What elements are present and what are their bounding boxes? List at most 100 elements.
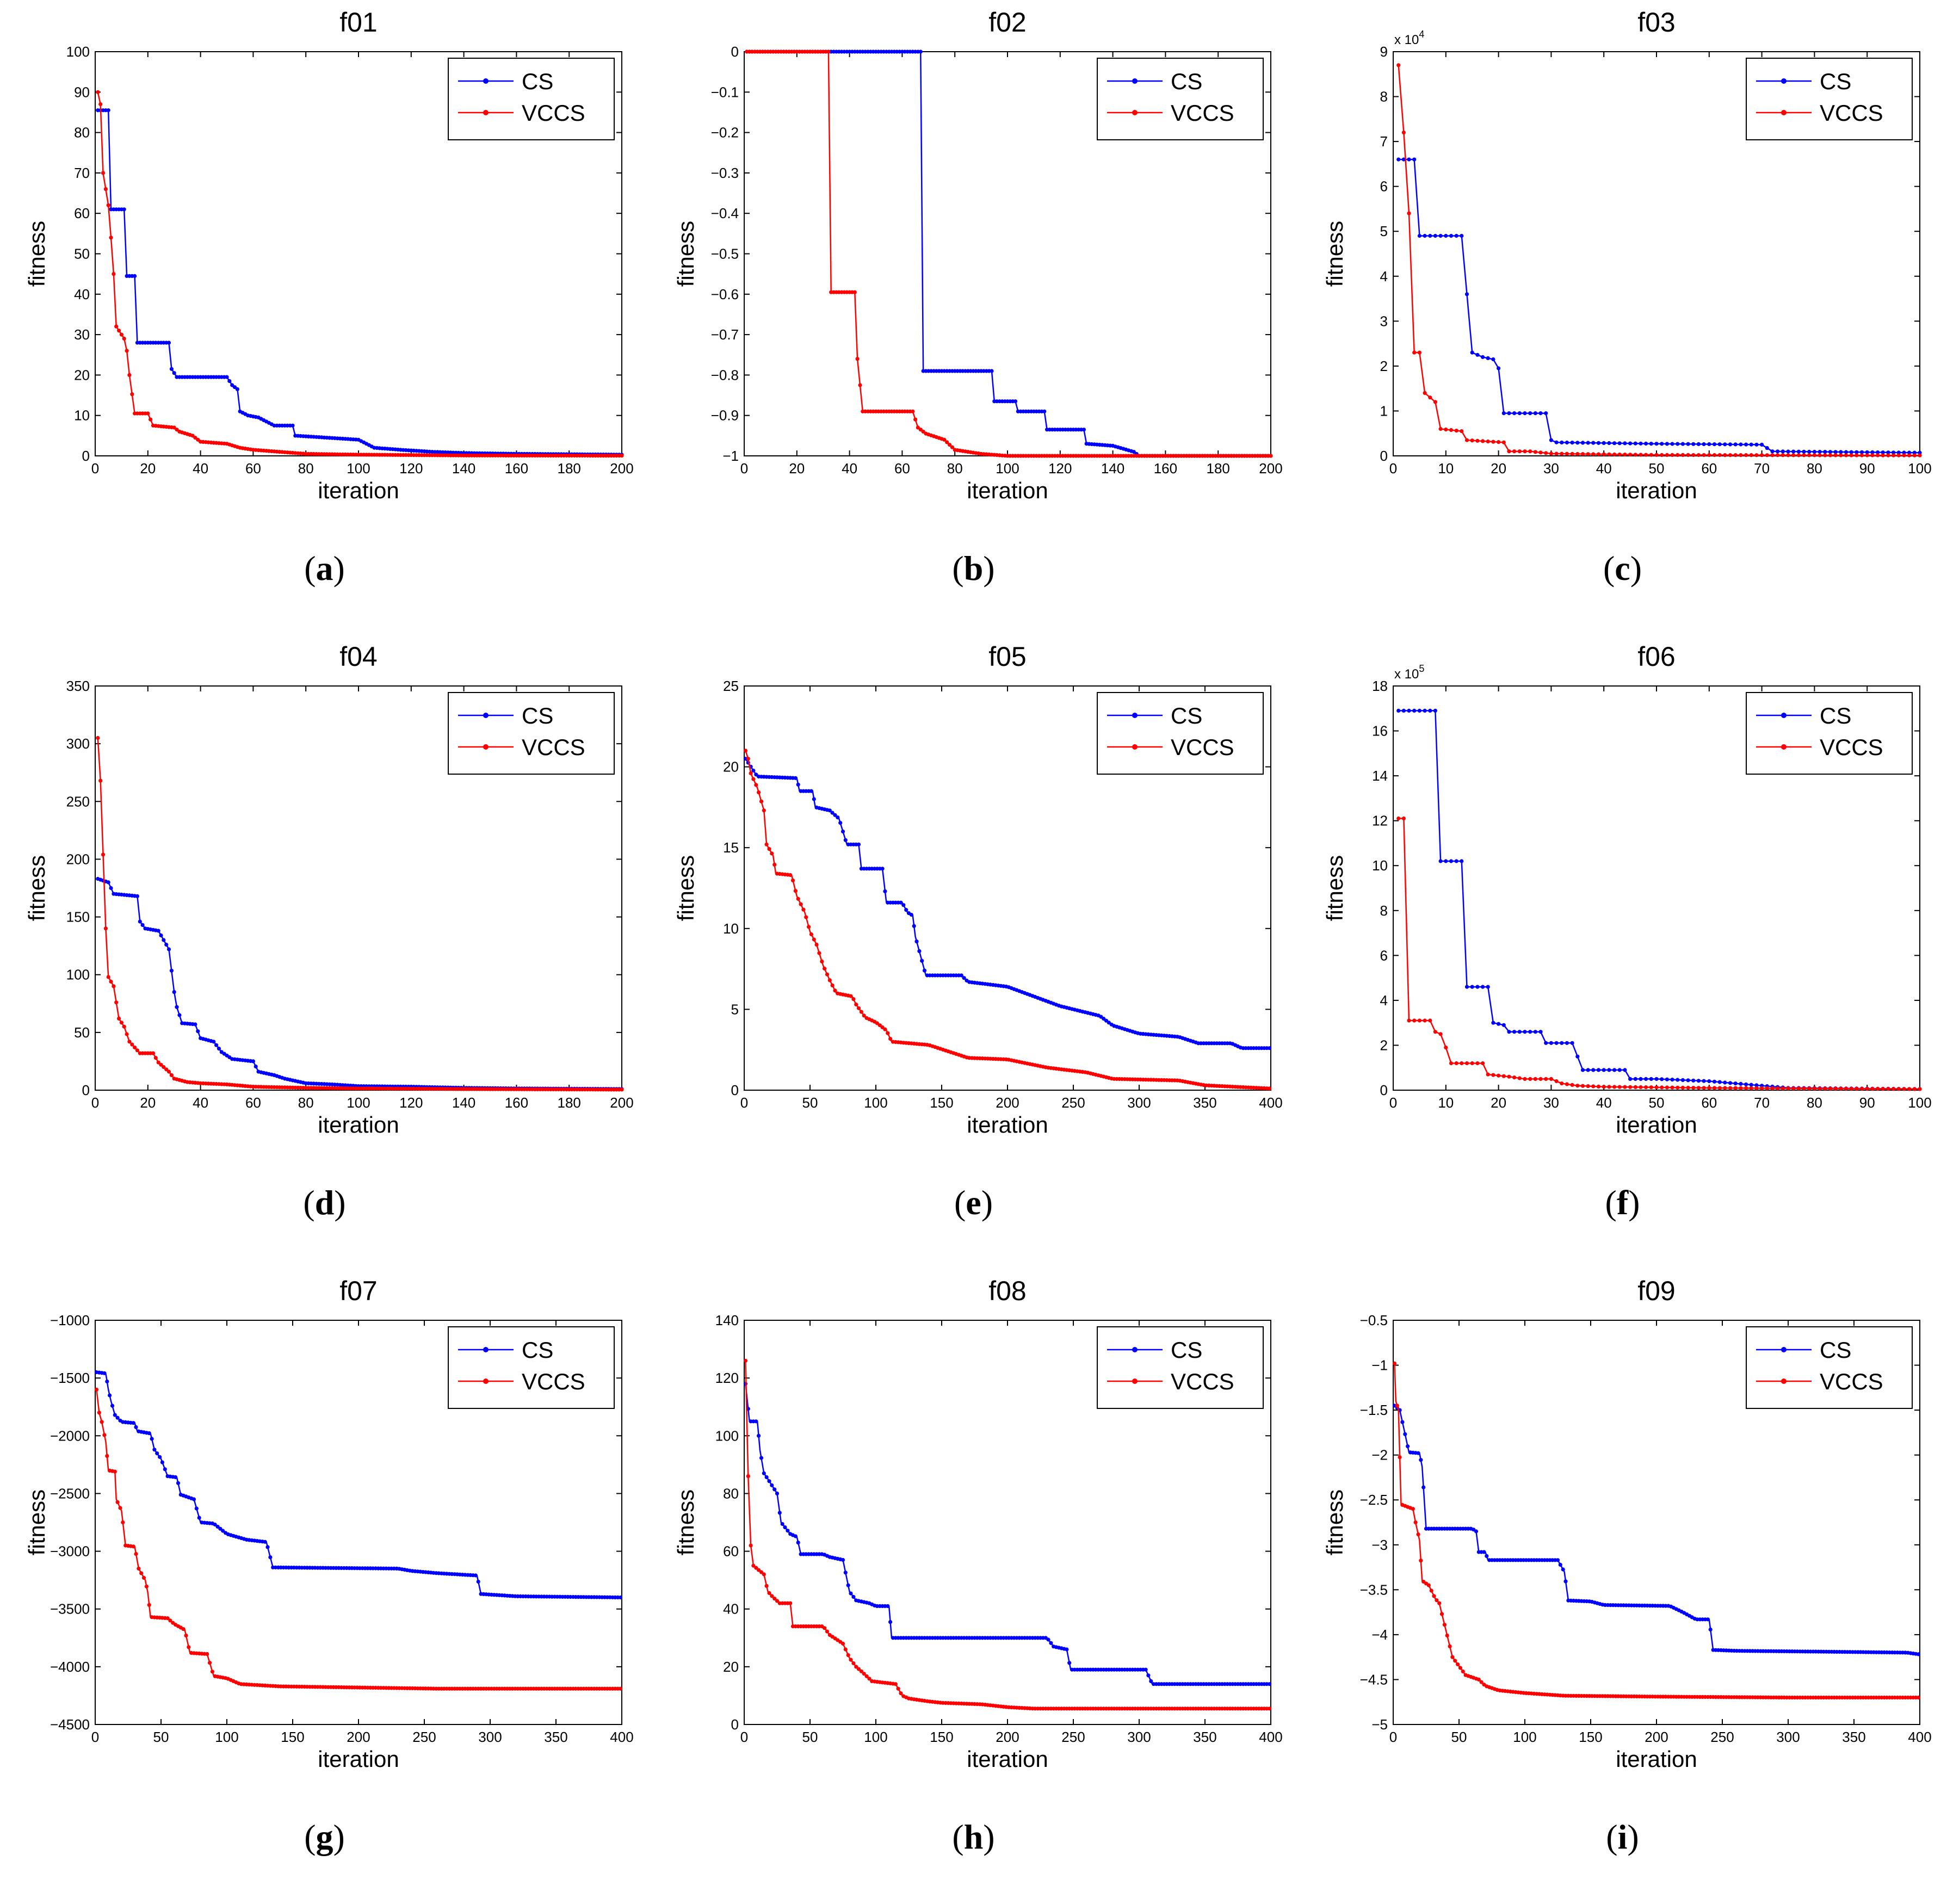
data-point: [1407, 157, 1411, 162]
data-point: [1912, 1087, 1917, 1091]
data-point: [108, 1393, 112, 1398]
data-point: [796, 897, 800, 901]
data-point: [1586, 452, 1590, 456]
data-point: [1739, 1081, 1743, 1086]
data-point: [830, 983, 835, 987]
data-point: [122, 207, 126, 212]
data-point: [191, 1497, 196, 1501]
data-point: [158, 1455, 162, 1459]
data-point: [1570, 1083, 1574, 1087]
axis-exponent-label: x 105: [1394, 663, 1424, 682]
data-point: [1765, 1086, 1769, 1090]
data-point: [1454, 859, 1458, 863]
data-point: [1628, 441, 1633, 446]
data-point: [1398, 1455, 1402, 1460]
data-point: [94, 1387, 98, 1392]
data-point: [1602, 452, 1606, 456]
panel-caption-letter: g: [316, 1818, 333, 1856]
data-point: [152, 1448, 157, 1452]
data-point: [754, 1566, 758, 1570]
data-point: [858, 383, 862, 387]
data-point: [1444, 1046, 1448, 1050]
data-point: [1464, 438, 1469, 442]
x-tick-label: 180: [558, 1095, 581, 1111]
data-point: [1438, 1032, 1443, 1036]
data-point: [1833, 1086, 1838, 1091]
series-line-vccs: [1398, 818, 1920, 1090]
data-point: [175, 428, 179, 432]
data-point: [1575, 452, 1580, 456]
data-point: [757, 1433, 761, 1438]
data-point: [1433, 708, 1437, 713]
data-point: [1444, 427, 1448, 432]
data-point: [770, 851, 774, 856]
chart-title: f03: [1637, 7, 1676, 38]
y-tick-label: −4500: [50, 1716, 90, 1733]
data-point: [770, 1483, 774, 1487]
x-tick-label: 60: [1701, 460, 1717, 477]
legend: CS VCCS: [448, 58, 615, 140]
data-point: [166, 947, 171, 951]
data-point: [119, 1021, 123, 1025]
data-point: [1617, 1085, 1622, 1089]
data-point: [862, 1672, 866, 1676]
data-point: [1401, 708, 1406, 713]
data-point: [165, 1616, 170, 1621]
data-point: [1676, 1085, 1680, 1090]
data-point: [1407, 708, 1411, 713]
y-tick-label: 250: [66, 793, 90, 809]
x-axis-label: iteration: [967, 478, 1048, 503]
data-point: [1428, 708, 1432, 713]
data-point: [1686, 1078, 1690, 1083]
panel-caption-letter: i: [1617, 1818, 1628, 1856]
data-point: [1433, 400, 1437, 404]
data-point: [1844, 1086, 1849, 1091]
data-point: [1886, 1087, 1890, 1091]
y-tick-label: 100: [715, 1427, 739, 1444]
data-point: [1907, 453, 1912, 458]
data-point: [1523, 449, 1527, 454]
data-point: [1870, 450, 1875, 455]
data-point: [1560, 440, 1564, 445]
data-point: [1501, 411, 1506, 416]
data-point: [159, 933, 163, 938]
y-tick-label: −2: [1371, 1447, 1388, 1463]
data-point: [1486, 356, 1490, 361]
x-tick-label: 200: [610, 460, 633, 477]
data-point: [1523, 1030, 1527, 1034]
data-point: [1881, 453, 1885, 458]
legend-label-vccs: VCCS: [522, 1369, 585, 1394]
legend: CS VCCS: [1097, 58, 1264, 140]
data-point: [109, 886, 113, 891]
data-point: [1586, 1068, 1590, 1072]
y-tick-label: 6: [1380, 178, 1388, 195]
y-tick-label: 0: [1380, 1082, 1388, 1098]
data-point: [851, 1661, 856, 1666]
data-point: [1717, 1086, 1722, 1090]
data-point: [1602, 1085, 1606, 1089]
data-point: [1691, 442, 1696, 446]
data-point: [1776, 449, 1780, 454]
series-line-cs: [97, 109, 622, 456]
data-point: [619, 1686, 623, 1691]
data-point: [232, 385, 237, 390]
data-point: [1491, 1073, 1495, 1077]
x-tick-label: 250: [412, 1729, 436, 1745]
data-point: [1528, 1030, 1532, 1034]
data-point: [110, 1404, 115, 1408]
data-point: [1396, 63, 1401, 67]
data-point: [1733, 442, 1738, 447]
data-point: [1591, 452, 1596, 456]
data-point: [1686, 442, 1690, 446]
x-axis-label: iteration: [318, 1746, 399, 1772]
x-tick-label: 40: [1596, 1095, 1612, 1111]
data-point: [1449, 428, 1454, 432]
data-point: [1580, 1068, 1585, 1072]
data-point: [1760, 453, 1764, 458]
data-point: [112, 984, 116, 988]
legend-marker-cs: [1132, 1347, 1138, 1352]
data-point: [164, 1067, 169, 1072]
y-tick-label: 9: [1380, 44, 1388, 60]
y-tick-label: −3000: [50, 1543, 90, 1560]
data-point: [1696, 1079, 1701, 1083]
